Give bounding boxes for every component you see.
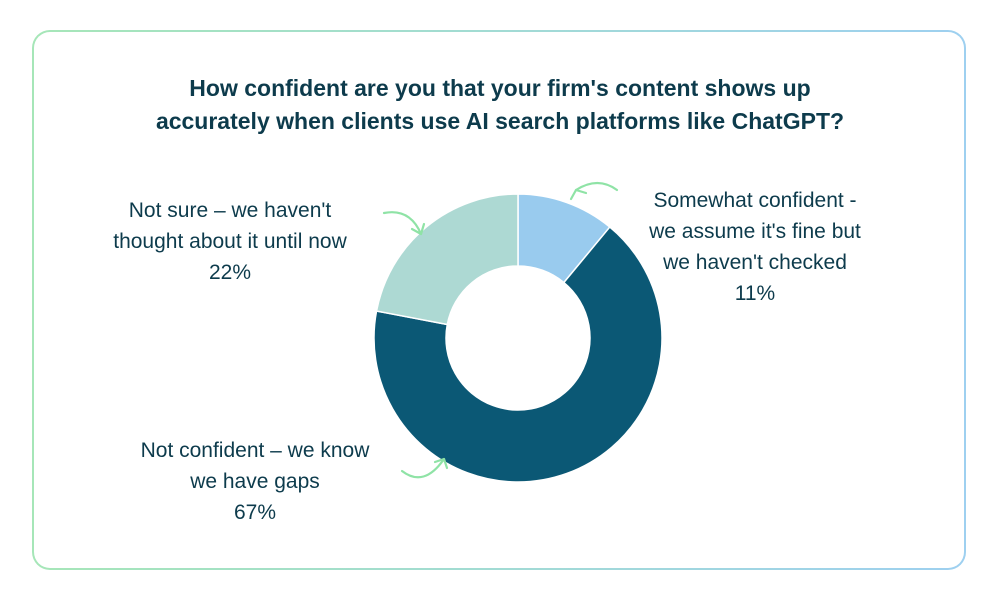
arrow-not-confident (400, 457, 449, 479)
slice-label-line: we have gaps (190, 470, 320, 493)
donut-slices (373, 193, 663, 483)
slice-label-line: we haven't checked (663, 251, 847, 274)
chart-title: How confident are you that your firm's c… (60, 72, 940, 138)
chart-title-line-1: How confident are you that your firm's c… (189, 75, 811, 101)
slice-value-label: 11% (734, 282, 776, 305)
slice-label-line: Not sure – we haven't (128, 199, 332, 222)
arrow-not-sure (382, 211, 426, 236)
callout-arrows (382, 181, 619, 479)
slice-label-line: thought about it until now (113, 230, 347, 253)
slice-label-line: Somewhat confident - (653, 189, 857, 212)
slice-label-line: Not confident – we know (140, 439, 370, 462)
donut-slice-not-confident (373, 225, 663, 483)
slice-value-label: 67% (233, 501, 277, 524)
slice-value-label: 22% (208, 261, 252, 284)
slice-label-somewhat-confident: Somewhat confident - we assume it's fine… (600, 185, 910, 309)
slice-label-line: we assume it's fine but (649, 220, 861, 243)
chart-title-line-2: accurately when clients use AI search pl… (155, 108, 845, 134)
slice-label-not-sure: Not sure – we haven't thought about it u… (60, 195, 400, 288)
slice-label-not-confident: Not confident – we know we have gaps 67% (95, 435, 415, 528)
donut-slice-not-sure (375, 193, 519, 326)
arrow-somewhat-confident (569, 181, 619, 201)
